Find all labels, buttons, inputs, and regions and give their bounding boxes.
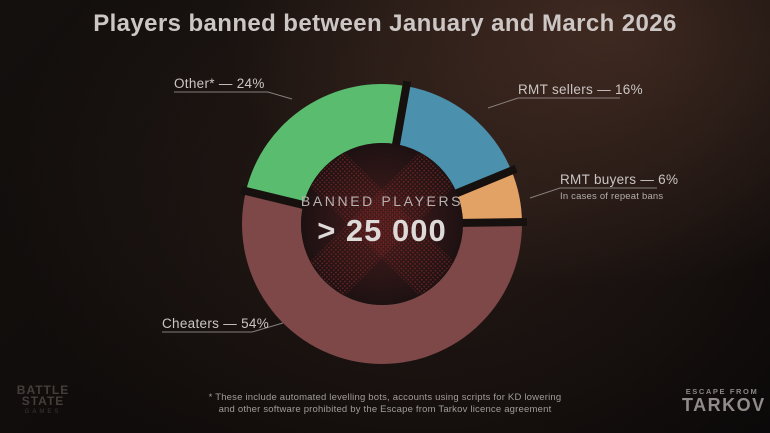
donut-segment-rmt-sellers [396,86,512,194]
tarkov-logo-text-tarkov: TARKOV [682,395,766,415]
callout-label-cheaters: Cheaters — 54% [162,316,269,331]
leader-line-rmt-buyers [529,187,657,199]
battlestate-logo-text-state: STATE [21,394,65,408]
donut-arcs [241,83,522,365]
banned-players-value: > 25 000 [317,213,447,248]
leader-line-other [174,91,293,100]
callout-label-rmt-buyers: RMT buyers — 6% [560,172,679,187]
banned-players-label: BANNED PLAYERS [300,193,464,209]
tarkov-x-emblem [302,144,462,304]
battlestate-logo-text-battle: BATTLE [16,383,70,397]
page-title: Players banned between January and March… [93,10,677,37]
battlestate-logo-text-games: GAMES [24,409,62,415]
donut-segment-cheaters [241,191,522,365]
callout-note-rmt-buyers: In cases of repeat bans [560,191,664,202]
footnote-line-2: and other software prohibited by the Esc… [218,403,552,415]
footnote: * These include automated levelling bots… [0,392,770,415]
donut-segment-other [245,83,407,205]
leader-line-rmt-sellers [487,97,620,109]
donut-segment-rmt-buyers [456,170,522,223]
callout-label-rmt-sellers: RMT sellers — 16% [518,82,643,97]
callout-leader-lines [162,91,657,333]
tarkov-logo-text-escape-from: ESCAPE FROM [685,387,759,396]
callout-label-other: Other* — 24% [174,76,265,91]
leader-line-cheaters [162,322,284,333]
footnote-line-1: * These include automated levelling bots… [208,392,562,403]
escape-from-tarkov-logo: ESCAPE FROM TARKOV [682,387,766,415]
chart-center-text: BANNED PLAYERS > 25 000 [262,193,502,249]
battlestate-games-logo: BATTLE STATE GAMES [14,383,72,415]
